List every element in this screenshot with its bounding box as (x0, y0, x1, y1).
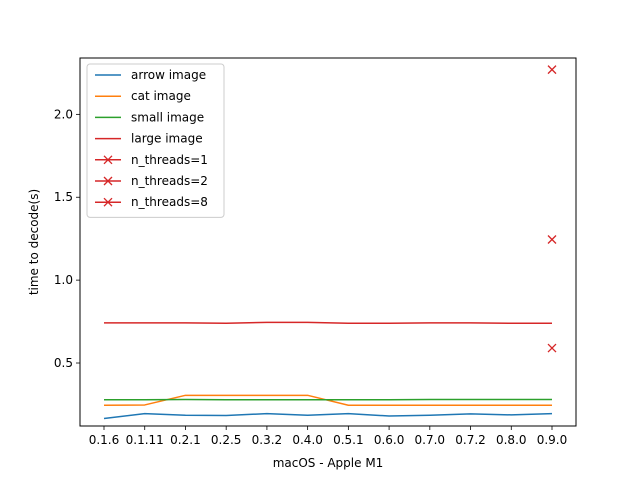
x-tick-label: 0.1.11 (126, 433, 164, 447)
x-tick-label: 0.8.0 (496, 433, 527, 447)
legend: arrow image cat image small image large ima… (86, 63, 225, 218)
legend-marker-stroke (103, 155, 113, 165)
legend-item-3: large image (95, 132, 203, 146)
y-tick-label: 1.5 (54, 190, 73, 204)
y-axis-title: time to decode(s) (27, 189, 41, 295)
legend-label: n_threads=1 (131, 153, 208, 167)
legend-item-6: n_threads=8 (95, 195, 208, 209)
marker-stroke (547, 65, 557, 75)
legend-label: n_threads=2 (131, 174, 208, 188)
legend-marker-stroke (103, 197, 113, 207)
x-axis-title: macOS - Apple M1 (273, 456, 384, 470)
legend-marker-stroke (103, 176, 113, 186)
x-tick-label: 0.2.1 (170, 433, 201, 447)
legend-label: small image (131, 110, 204, 124)
legend-item-5: n_threads=2 (95, 174, 208, 188)
series-marker-5-0 (547, 235, 557, 244)
series-line-0 (103, 412, 553, 420)
series-marker-4-0 (547, 65, 557, 75)
series-marker-6-0 (547, 343, 557, 353)
plot-area: 0.1.6 0.1.11 0.2.1 0.2.5 0.3.2 0.4.0 0.5.1 0.6.… (54, 57, 577, 447)
y-tick-label: 0.5 (54, 356, 73, 370)
y-tick-label: 2.0 (54, 107, 73, 121)
legend-item-4: n_threads=1 (95, 153, 208, 167)
marker-stroke (547, 343, 557, 353)
series-line-3 (104, 321, 552, 324)
legend-item-0: arrow image (95, 68, 206, 82)
legend-label: cat image (131, 89, 191, 103)
x-tick-label: 0.1.6 (89, 433, 120, 447)
legend-box (86, 63, 225, 218)
x-tick-label: 0.9.0 (537, 433, 568, 447)
x-tick-label: 0.7.0 (415, 433, 446, 447)
x-tick-label: 0.2.5 (211, 433, 242, 447)
x-tick-label: 0.6.0 (374, 433, 405, 447)
legend-label: arrow image (131, 68, 206, 82)
x-tick-label: 0.3.2 (252, 433, 283, 447)
marker-stroke (547, 235, 557, 244)
legend-item-1: cat image (95, 89, 191, 103)
x-tick-label: 0.4.0 (292, 433, 323, 447)
legend-label: n_threads=8 (131, 195, 208, 209)
legend-item-2: small image (95, 110, 204, 124)
x-tick-label: 0.5.1 (333, 433, 364, 447)
x-tick-label: 0.7.2 (455, 433, 486, 447)
axes-frame (79, 57, 577, 427)
y-tick-label: 1.0 (54, 273, 73, 287)
legend-label: large image (131, 132, 203, 146)
